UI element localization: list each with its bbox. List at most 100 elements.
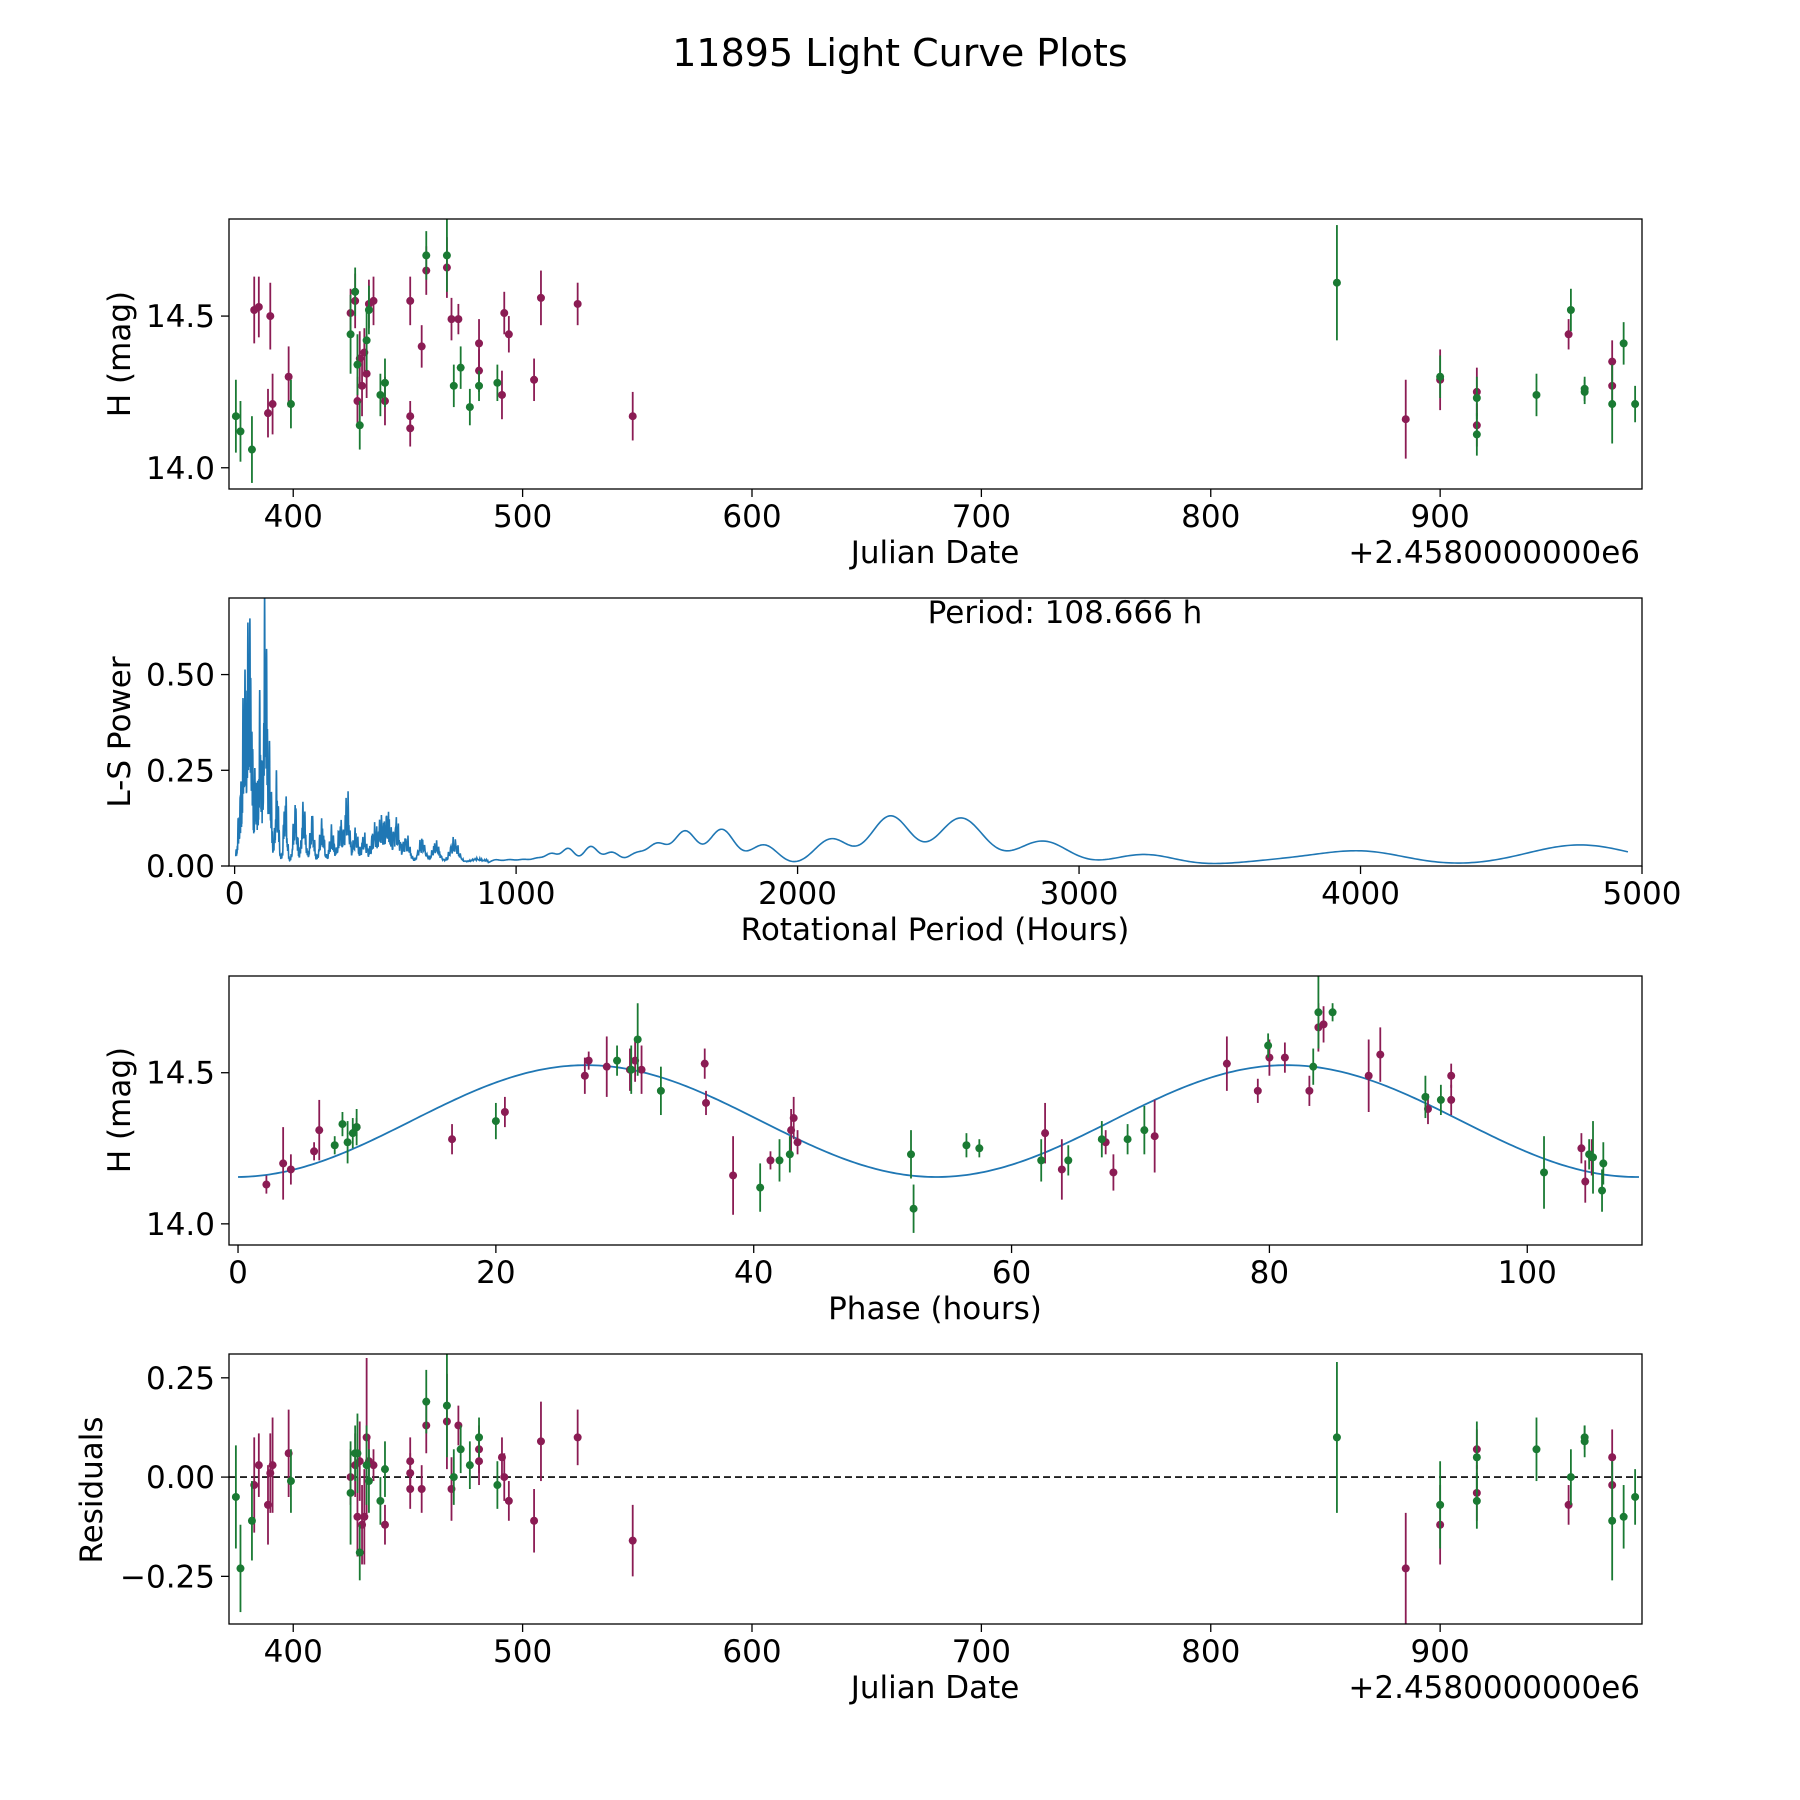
green-data-point — [1631, 1492, 1640, 1501]
residuals-x-ticks: 400 500 600 700 800 900 — [264, 1624, 1470, 1670]
green-data-point — [785, 1150, 794, 1159]
purple-data-point — [628, 1536, 637, 1545]
phase-y-label: H (mag) — [102, 1047, 138, 1173]
green-data-point — [231, 1492, 240, 1501]
x-tick-label: 100 — [1498, 1255, 1557, 1291]
purple-data-point — [573, 1433, 582, 1442]
x-tick-label: 4000 — [1321, 876, 1400, 912]
lightcurve-panel: 400 500 600 700 800 900 14.014.5 Julian Date … — [102, 218, 1643, 571]
purple-data-point — [1057, 1165, 1066, 1174]
purple-data-point — [500, 1108, 509, 1117]
residuals-marks — [229, 1354, 1642, 1624]
purple-data-point — [362, 369, 371, 378]
green-data-point — [613, 1056, 622, 1065]
purple-data-point — [700, 1059, 709, 1068]
purple-data-point — [1305, 1086, 1314, 1095]
purple-data-point — [1041, 1129, 1050, 1138]
purple-data-point — [286, 1165, 295, 1174]
x-tick-label: 0 — [225, 876, 245, 912]
green-data-point — [1566, 1473, 1575, 1482]
purple-data-point — [504, 330, 513, 339]
purple-data-point — [602, 1062, 611, 1071]
purple-data-point — [637, 1065, 646, 1074]
green-data-point — [1328, 1008, 1337, 1017]
green-data-point — [465, 1461, 474, 1470]
green-data-point — [442, 1401, 451, 1410]
purple-data-point — [1564, 330, 1573, 339]
green-data-point — [422, 1397, 431, 1406]
green-data-point — [962, 1141, 971, 1150]
green-data-point — [348, 1129, 357, 1138]
green-data-point — [380, 378, 389, 387]
green-data-point — [1264, 1041, 1273, 1050]
purple-data-point — [1319, 1020, 1328, 1029]
x-tick-label: 1000 — [477, 876, 556, 912]
periodogram-marks — [234, 598, 1629, 865]
green-data-point — [353, 1449, 362, 1458]
x-tick-label: 2000 — [758, 876, 837, 912]
purple-data-point — [580, 1071, 589, 1080]
green-data-point — [1037, 1156, 1046, 1165]
purple-data-point — [504, 1496, 513, 1505]
purple-data-point — [353, 1512, 362, 1521]
green-data-point — [475, 1433, 484, 1442]
residuals-y-label: Residuals — [74, 1416, 110, 1563]
purple-data-point — [1577, 1144, 1586, 1153]
green-data-point — [351, 287, 360, 296]
purple-data-point — [1265, 1053, 1274, 1062]
green-data-point — [909, 1204, 918, 1213]
x-tick-label: 60 — [992, 1255, 1031, 1291]
green-data-point — [633, 1035, 642, 1044]
green-data-point — [465, 403, 474, 412]
purple-data-point — [766, 1156, 775, 1165]
period-annotation: Period: 108.666 h — [928, 595, 1203, 631]
green-data-point — [236, 1564, 245, 1573]
lightcurve-x-offset: +2.4580000000e6 — [1348, 535, 1640, 571]
green-data-point — [1332, 278, 1341, 287]
y-tick-label: −0.25 — [120, 1559, 215, 1595]
green-data-point — [1599, 1159, 1608, 1168]
periodogram-line — [234, 598, 1629, 865]
green-data-point — [907, 1150, 916, 1159]
purple-data-point — [406, 412, 415, 421]
purple-data-point — [254, 302, 263, 311]
lightcurve-x-ticks: 400 500 600 700 800 900 — [264, 489, 1470, 535]
periodogram-axes-frame — [228, 597, 1643, 867]
lightcurve-axes-frame — [228, 218, 1643, 490]
y-tick-label: 0.50 — [146, 658, 215, 694]
purple-data-point — [369, 1461, 378, 1470]
phase-panel: 0 20 40 60 80 100 14.0 14.5 Phase (hours) H (m… — [102, 975, 1643, 1327]
periodogram-x-ticks: 0 1000 2000 3000 4000 5000 — [225, 866, 1681, 912]
purple-data-point — [266, 312, 275, 321]
x-tick-label: 400 — [264, 1634, 323, 1670]
purple-data-point — [1447, 1095, 1456, 1104]
green-data-point — [775, 1156, 784, 1165]
green-data-point — [1421, 1092, 1430, 1101]
purple-data-point — [284, 372, 293, 381]
purple-data-point — [1280, 1053, 1289, 1062]
residuals-x-offset: +2.4580000000e6 — [1348, 1670, 1640, 1706]
purple-data-point — [584, 1056, 593, 1065]
periodogram-y-label: L-S Power — [102, 656, 138, 807]
green-data-point — [475, 381, 484, 390]
green-data-point — [364, 306, 373, 315]
green-data-point — [1332, 1433, 1341, 1442]
green-data-point — [493, 1481, 502, 1490]
green-data-point — [1472, 393, 1481, 402]
green-data-point — [343, 1138, 352, 1147]
green-data-point — [247, 445, 256, 454]
lightcurve-marks — [231, 219, 1640, 483]
purple-data-point — [262, 1180, 271, 1189]
green-data-point — [355, 421, 364, 430]
purple-data-point — [310, 1147, 319, 1156]
green-data-point — [449, 1473, 458, 1482]
green-data-point — [380, 1465, 389, 1474]
purple-data-point — [417, 342, 426, 351]
green-data-point — [1608, 400, 1617, 409]
green-data-point — [1619, 339, 1628, 348]
residuals-y-ticks: −0.25 0.00 0.25 — [120, 1361, 229, 1595]
green-data-point — [376, 1496, 385, 1505]
purple-data-point — [268, 400, 277, 409]
purple-data-point — [497, 390, 506, 399]
